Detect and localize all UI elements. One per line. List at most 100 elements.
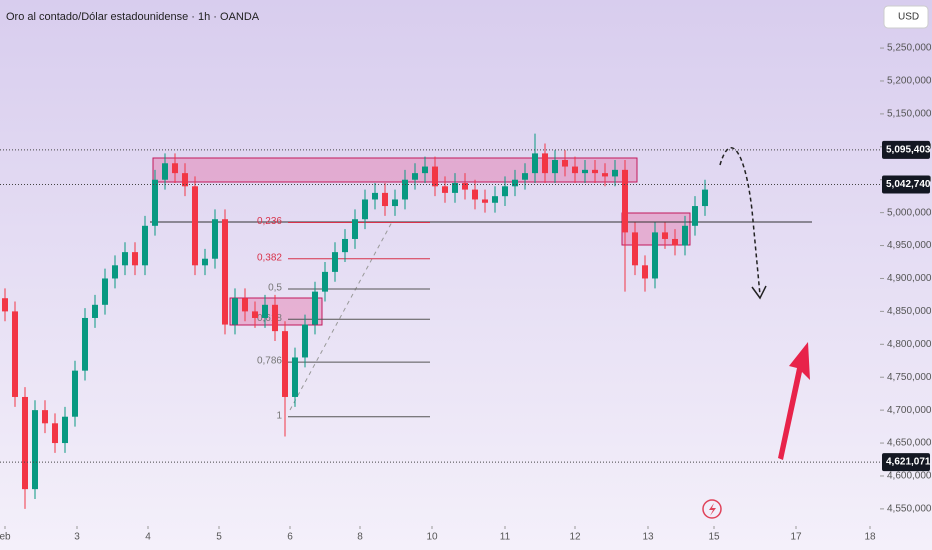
x-tick-label: 6 [287,532,293,543]
currency-box[interactable] [883,5,929,29]
candle-body [592,169,598,174]
candle-body [172,163,178,174]
chart-title: Oro al contado/Dólar estadounidense · 1h… [6,11,260,23]
candle-body [612,169,618,177]
candle-body [262,304,268,318]
price-tag-label: 4,621,071 [886,457,931,468]
x-tick-label: 11 [500,532,511,543]
projection-arrow [719,147,761,296]
candle-body [352,219,358,239]
fib-label: 0,382 [257,252,282,263]
candle-body [292,357,298,397]
x-tick-label: 3 [74,532,80,543]
candle-body [162,163,168,180]
candle-body [562,159,568,167]
candle-body [232,298,238,325]
candle-body [62,416,68,444]
y-tick-label: 5,200,000 [887,76,932,87]
x-tick-label: eb [0,532,11,543]
candle-body [432,166,438,187]
candle-body [222,219,228,325]
candle-body [182,173,188,187]
y-tick-label: 4,750,000 [887,372,932,383]
candle-body [582,169,588,174]
candle-body [42,410,48,424]
fib-trend [289,221,393,411]
candle-body [602,173,608,177]
candle-body [552,159,558,174]
candle-body [452,183,458,193]
candle-body [672,238,678,246]
candle-body [512,179,518,187]
candle-body [152,179,158,226]
candle-body [572,166,578,174]
fib-label: 0,5 [268,283,282,294]
x-tick-label: 13 [642,532,654,543]
candle-body [532,153,538,174]
y-tick-label: 4,950,000 [887,240,932,251]
candle-body [702,189,708,207]
x-tick-label: 4 [145,532,151,543]
candle-body [272,304,278,332]
candle-body [302,324,308,358]
candle-body [32,410,38,490]
y-tick-label: 5,250,000 [887,43,932,54]
candle-body [412,173,418,180]
bolt [709,503,716,516]
candle-body [332,252,338,272]
currency: USD [898,12,919,23]
candle-body [22,396,28,490]
candle-body [322,271,328,292]
candle-body [52,423,58,444]
candle-body [442,186,448,193]
candle-body [382,192,388,207]
fib-label: 0,618 [257,313,282,324]
candle-body [202,258,208,266]
candle-body [142,225,148,266]
candle-body [12,311,18,397]
candle-body [632,232,638,266]
candle-body [2,298,8,312]
candle-body [642,265,648,279]
y-tick-label: 4,650,000 [887,438,932,449]
price-tag-label: 5,042,740 [886,179,931,190]
candle-body [112,265,118,279]
candle-body [482,199,488,203]
candle-body [372,192,378,200]
fib-label: 0,786 [257,356,282,367]
y-tick-label: 5,150,000 [887,109,932,120]
y-tick-label: 4,700,000 [887,405,932,416]
candle-body [662,232,668,239]
x-tick-label: 10 [426,532,438,543]
candle-body [402,179,408,200]
candle-body [212,219,218,259]
candle-body [252,311,258,318]
x-tick-label: 12 [569,532,581,543]
candle-body [422,166,428,174]
candle-body [522,173,528,180]
candle-body [622,169,628,233]
x-tick-label: 17 [790,532,802,543]
candle-body [242,298,248,312]
candle-body [492,196,498,203]
candle-body [122,252,128,266]
candle-body [682,225,688,246]
price-tag [882,453,930,472]
candle-body [92,304,98,318]
candle-body [362,199,368,220]
candle-body [102,278,108,305]
fib-label: 0,236 [257,216,282,227]
up-arrow [778,342,810,460]
candle-body [342,238,348,253]
candle-body [192,186,198,266]
candle-body [462,183,468,190]
y-tick-label: 4,600,000 [887,471,932,482]
y-tick-label: 4,900,000 [887,273,932,284]
candle-body [502,186,508,197]
price-tag [882,175,930,194]
candle-body [82,317,88,371]
event-icon[interactable] [702,499,722,519]
candle-body [392,199,398,207]
